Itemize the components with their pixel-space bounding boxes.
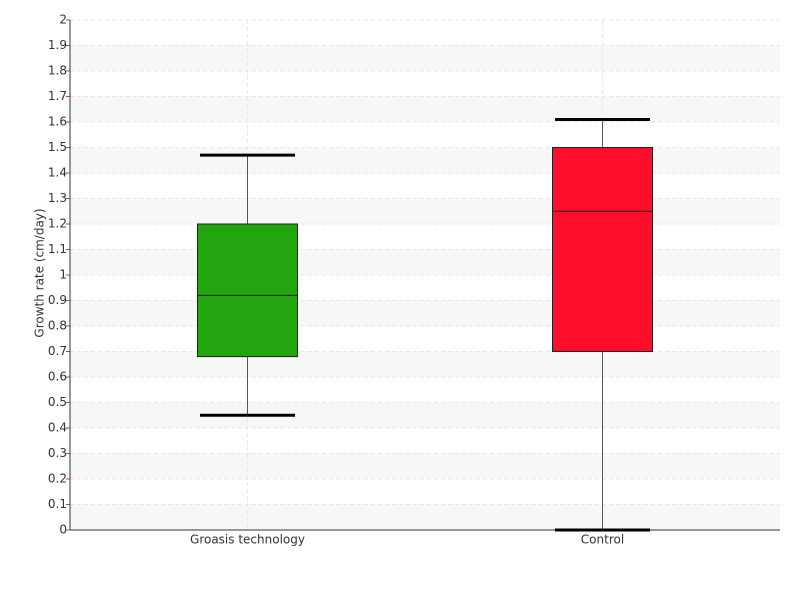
y-tick-label: 1.3 xyxy=(48,191,67,205)
grid-band xyxy=(70,147,780,173)
y-tick-label: 0.8 xyxy=(48,319,67,333)
grid-band xyxy=(70,402,780,428)
grid-band xyxy=(70,96,780,122)
y-tick-label: 0.2 xyxy=(48,472,67,486)
grid-band xyxy=(70,45,780,71)
y-tick-label: 0 xyxy=(59,523,67,537)
grid-band xyxy=(70,453,780,479)
y-tick-label: 0.1 xyxy=(48,497,67,511)
y-tick-label: 1.2 xyxy=(48,217,67,231)
grid-band xyxy=(70,351,780,377)
grid-band xyxy=(70,198,780,224)
box xyxy=(197,223,298,358)
y-tick-label: 1.4 xyxy=(48,166,67,180)
y-tick-label: 0.9 xyxy=(48,293,67,307)
y-tick-label: 0.3 xyxy=(48,446,67,460)
y-tick-label: 1.7 xyxy=(48,89,67,103)
y-tick-label: 1 xyxy=(59,268,67,282)
y-tick-label: 2 xyxy=(59,13,67,27)
y-tick-label: 0.6 xyxy=(48,370,67,384)
y-tick-label: 1.5 xyxy=(48,140,67,154)
box xyxy=(552,147,653,352)
y-tick-label: 1.8 xyxy=(48,64,67,78)
y-tick-label: 1.6 xyxy=(48,115,67,129)
y-tick-label: 1.1 xyxy=(48,242,67,256)
y-tick-label: 0.5 xyxy=(48,395,67,409)
y-tick-label: 0.4 xyxy=(48,421,67,435)
y-tick-label: 1.9 xyxy=(48,38,67,52)
grid-band xyxy=(70,504,780,530)
x-tick-label: Groasis technology xyxy=(190,533,305,547)
grid-band xyxy=(70,249,780,275)
x-tick-label: Control xyxy=(581,533,624,547)
grid-band xyxy=(70,300,780,326)
y-tick-label: 0.7 xyxy=(48,344,67,358)
y-axis-label: Growth rate (cm/day) xyxy=(33,208,47,337)
